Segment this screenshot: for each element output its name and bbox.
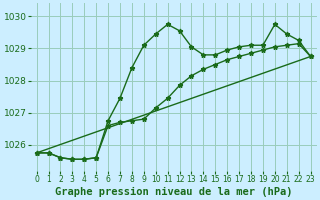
X-axis label: Graphe pression niveau de la mer (hPa): Graphe pression niveau de la mer (hPa) [55, 186, 292, 197]
